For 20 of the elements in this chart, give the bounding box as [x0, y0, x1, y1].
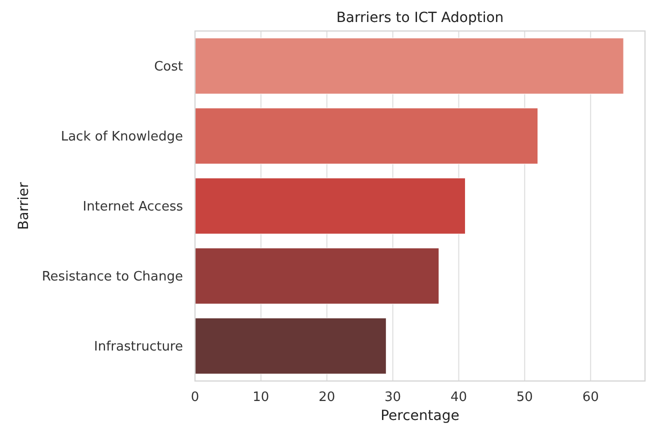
bar — [194, 38, 624, 94]
y-tick-label: Infrastructure — [94, 340, 183, 355]
y-tick-label: Internet Access — [82, 200, 184, 215]
x-tick-label: 20 — [318, 390, 336, 405]
x-tick-label: 10 — [252, 390, 270, 405]
bar — [194, 108, 538, 164]
bar — [194, 318, 387, 374]
x-tick-label: 40 — [450, 390, 468, 405]
x-tick-label: 60 — [582, 390, 599, 405]
y-axis-title: Barrier — [16, 182, 32, 230]
y-tick-label: Lack of Knowledge — [60, 130, 183, 145]
bar — [194, 178, 466, 234]
y-tick-label: Cost — [154, 60, 183, 75]
y-tick-label: Resistance to Change — [42, 270, 183, 285]
bar — [194, 248, 440, 304]
x-tick-label: 50 — [516, 390, 533, 405]
x-tick-label: 30 — [384, 390, 402, 405]
x-axis-title: Percentage — [380, 408, 460, 424]
chart-title: Barriers to ICT Adoption — [336, 10, 504, 26]
x-tick-label: 0 — [190, 390, 200, 405]
